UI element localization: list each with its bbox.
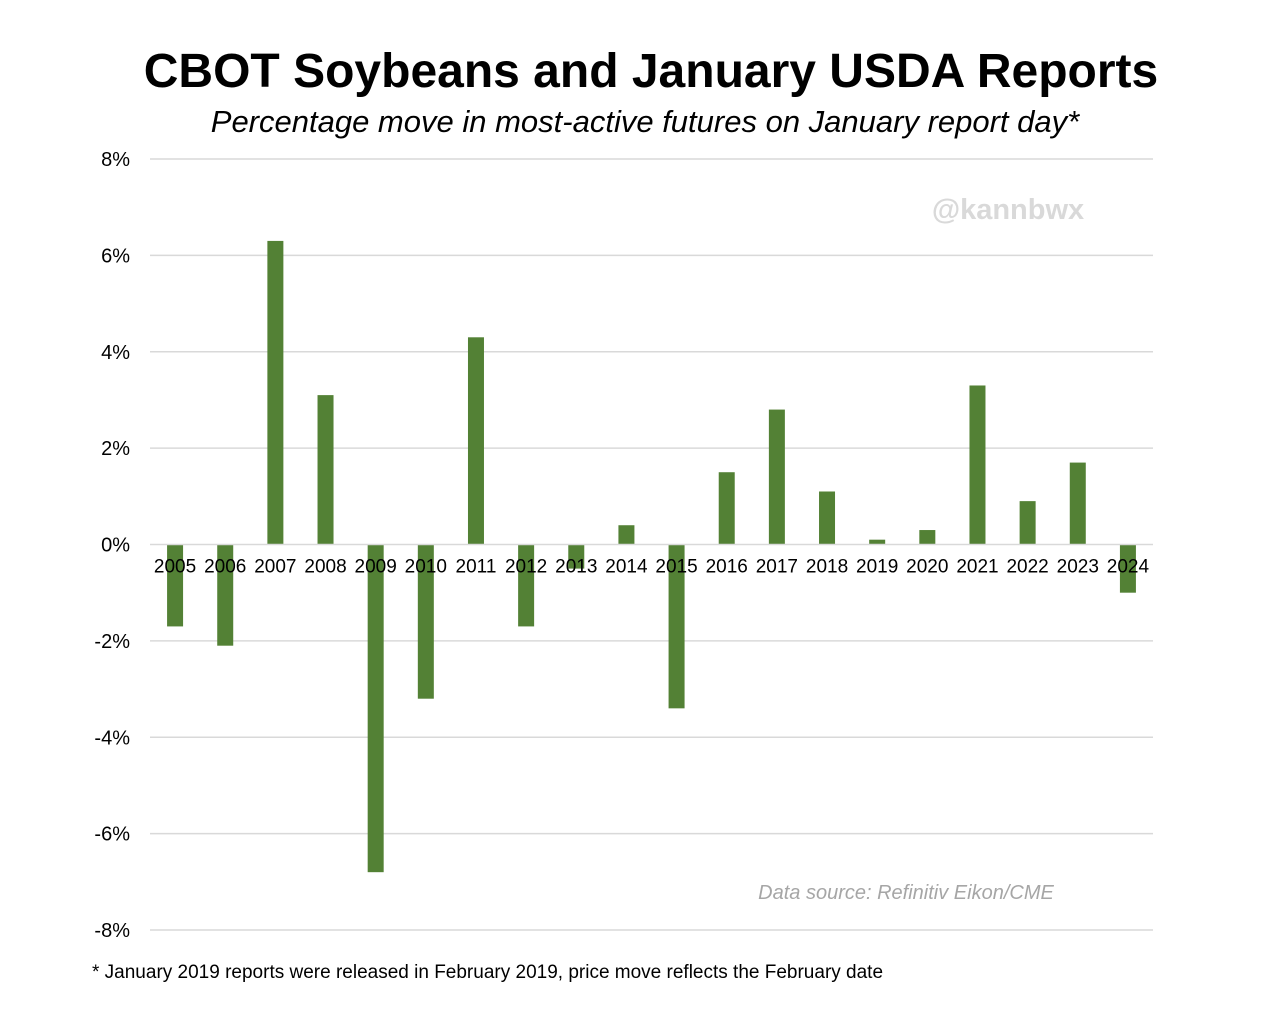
bar-2010 <box>417 544 434 699</box>
bar-2011 <box>467 337 484 545</box>
bar-2005 <box>167 544 184 627</box>
y-tick-label: 8% <box>101 149 130 171</box>
gridlines <box>150 158 1153 931</box>
bar-2007 <box>267 240 284 545</box>
bar-2017 <box>768 409 785 545</box>
x-tick-label: 2023 <box>1057 557 1099 578</box>
bar-2006 <box>217 544 234 646</box>
x-tick-label: 2021 <box>956 557 998 578</box>
bar-2008 <box>317 395 334 545</box>
x-tick-label: 2020 <box>906 557 948 578</box>
bar-2015 <box>668 544 685 709</box>
x-tick-label: 2007 <box>254 557 296 578</box>
bar-2016 <box>718 472 735 545</box>
chart-subtitle: Percentage move in most-active futures o… <box>210 104 1080 139</box>
x-tick-label: 2005 <box>154 557 196 578</box>
x-tick-label: 2022 <box>1006 557 1048 578</box>
bar-2022 <box>1019 501 1036 545</box>
x-tick-label: 2024 <box>1107 557 1150 578</box>
bar-2013 <box>568 544 585 569</box>
bar-2014 <box>618 525 635 545</box>
x-tick-label: 2018 <box>806 557 848 578</box>
y-tick-label: -4% <box>94 727 130 749</box>
bar-2019 <box>869 539 886 545</box>
x-tick-label: 2014 <box>605 557 648 578</box>
bar-2018 <box>819 491 836 545</box>
x-tick-label: 2019 <box>856 557 898 578</box>
y-tick-label: -2% <box>94 631 130 653</box>
y-tick-label: 0% <box>101 535 130 557</box>
x-axis-tick-labels: 2005 2006 2007 2008 2009 2010 2011 2012 2013 2014… <box>154 557 1150 578</box>
y-tick-label: 4% <box>101 342 130 364</box>
bar-2024 <box>1119 544 1136 593</box>
data-source: Data source: Refinitiv Eikon/CME <box>758 882 1054 904</box>
watermark: @kannbwx <box>932 194 1084 226</box>
x-tick-label: 2013 <box>555 557 597 578</box>
y-tick-label: -6% <box>94 824 130 846</box>
footnote: * January 2019 reports were released in … <box>92 962 884 983</box>
bar-2023 <box>1069 462 1086 545</box>
y-tick-label: 6% <box>101 245 130 267</box>
bar-2009 <box>367 544 384 873</box>
bars <box>167 240 1136 873</box>
x-tick-label: 2012 <box>505 557 547 578</box>
bar-2021 <box>969 385 986 545</box>
x-tick-label: 2009 <box>355 557 397 578</box>
y-tick-label: 2% <box>101 438 130 460</box>
chart-title: CBOT Soybeans and January USDA Reports <box>143 45 1159 98</box>
x-tick-label: 2017 <box>756 557 798 578</box>
x-tick-label: 2015 <box>655 557 697 578</box>
bar-2012 <box>518 544 535 627</box>
x-tick-label: 2006 <box>204 557 246 578</box>
y-tick-label: -8% <box>94 920 130 942</box>
x-tick-label: 2016 <box>706 557 748 578</box>
x-tick-label: 2010 <box>405 557 447 578</box>
x-tick-label: 2011 <box>456 557 497 578</box>
x-tick-label: 2008 <box>304 557 346 578</box>
y-axis-tick-labels: 8% 6% 4% 2% 0% -2% -4% -6% -8% <box>94 149 130 942</box>
bar-2020 <box>919 530 936 545</box>
